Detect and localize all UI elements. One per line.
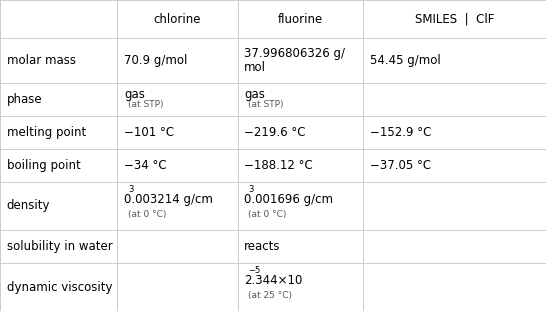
Text: (at STP): (at STP)	[128, 100, 164, 109]
Text: SMILES  |  ClF: SMILES | ClF	[415, 12, 494, 26]
Text: 3: 3	[248, 185, 253, 194]
Text: 0.001696 g/cm: 0.001696 g/cm	[244, 193, 333, 206]
Text: density: density	[7, 199, 50, 212]
Text: −101 °C: −101 °C	[124, 126, 174, 139]
Text: fluorine: fluorine	[278, 12, 323, 26]
Text: −5: −5	[248, 266, 260, 275]
Text: 2.344×10: 2.344×10	[244, 274, 302, 287]
Text: gas: gas	[124, 88, 145, 101]
Text: solubility in water: solubility in water	[7, 240, 112, 253]
Text: (at 0 °C): (at 0 °C)	[128, 210, 167, 219]
Text: −188.12 °C: −188.12 °C	[244, 159, 313, 172]
Text: chlorine: chlorine	[154, 12, 201, 26]
Text: 70.9 g/mol: 70.9 g/mol	[124, 54, 187, 67]
Text: boiling point: boiling point	[7, 159, 80, 172]
Text: −219.6 °C: −219.6 °C	[244, 126, 306, 139]
Text: 0.003214 g/cm: 0.003214 g/cm	[124, 193, 213, 206]
Text: 3: 3	[128, 185, 133, 194]
Text: 54.45 g/mol: 54.45 g/mol	[370, 54, 441, 67]
Text: reacts: reacts	[244, 240, 281, 253]
Text: −34 °C: −34 °C	[124, 159, 167, 172]
Text: mol: mol	[244, 61, 266, 74]
Text: −37.05 °C: −37.05 °C	[370, 159, 431, 172]
Text: molar mass: molar mass	[7, 54, 75, 67]
Text: (at STP): (at STP)	[248, 100, 284, 109]
Text: phase: phase	[7, 93, 42, 106]
Text: melting point: melting point	[7, 126, 86, 139]
Text: (at 0 °C): (at 0 °C)	[248, 210, 287, 219]
Text: −152.9 °C: −152.9 °C	[370, 126, 431, 139]
Text: gas: gas	[244, 88, 265, 101]
Text: (at 25 °C): (at 25 °C)	[248, 291, 293, 300]
Text: dynamic viscosity: dynamic viscosity	[7, 281, 112, 294]
Text: 37.996806326 g/: 37.996806326 g/	[244, 47, 345, 60]
